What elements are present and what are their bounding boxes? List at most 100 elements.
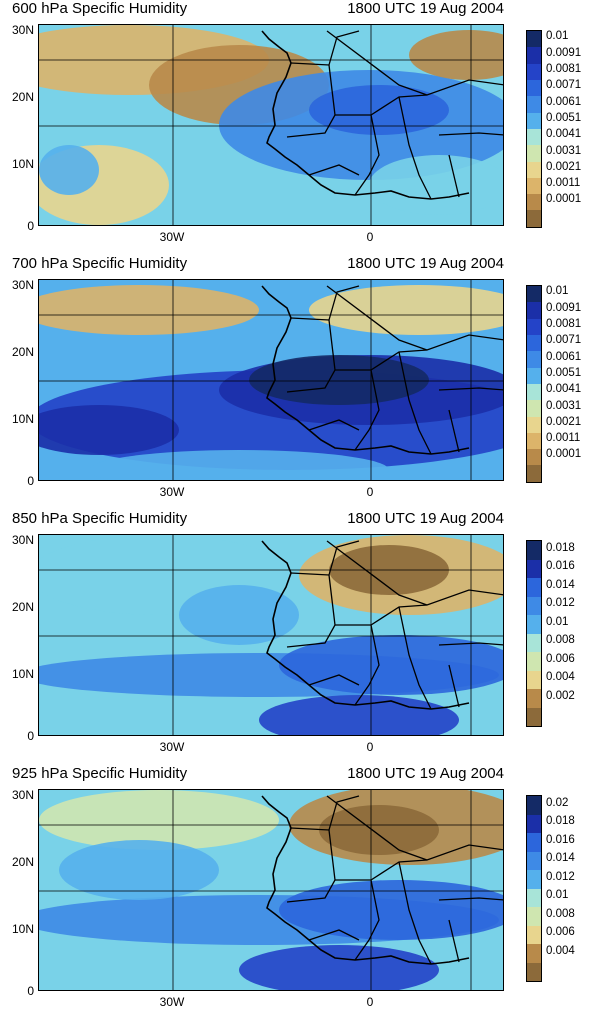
colorbar-swatch — [527, 833, 541, 852]
humidity-region — [249, 355, 429, 405]
country-border — [286, 319, 336, 393]
map-plot — [38, 24, 504, 226]
humidity-region — [39, 145, 99, 195]
colorbar-label: 0.014 — [546, 852, 575, 865]
country-border — [290, 30, 360, 66]
colorbar-label: 0.0051 — [546, 111, 582, 124]
colorbar-label: 0.0071 — [546, 79, 582, 92]
colorbar-swatch — [527, 31, 541, 48]
humidity-region — [259, 695, 459, 735]
humidity-region — [39, 285, 259, 335]
y-tick-label: 30N — [11, 788, 34, 802]
y-tick-label: 10N — [11, 412, 34, 426]
colorbar-swatch — [527, 541, 541, 560]
country-border — [308, 419, 360, 431]
colorbar-label: 0.0011 — [546, 432, 581, 445]
colorbar-swatch — [527, 814, 541, 834]
colorbar — [526, 285, 542, 483]
y-tick-label: 20N — [11, 600, 34, 614]
colorbar-swatch — [527, 63, 541, 80]
country-border — [438, 387, 503, 391]
country-border — [286, 574, 336, 648]
colorbar-label: 0.0081 — [546, 317, 582, 330]
colorbar-label: 0.0061 — [546, 95, 582, 108]
colorbar-swatch — [527, 416, 541, 433]
colorbar-swatch — [527, 796, 541, 815]
panel-title: 850 hPa Specific Humidity — [12, 510, 188, 527]
colorbar-swatch — [527, 925, 541, 945]
colorbar-swatch — [527, 96, 541, 113]
colorbar-swatch — [527, 79, 541, 97]
map-plot — [38, 789, 504, 991]
country-border — [438, 642, 503, 646]
colorbar-swatch — [527, 177, 541, 195]
map-panel: 700 hPa Specific Humidity 1800 UTC 19 Aug… — [0, 255, 600, 510]
country-border — [290, 285, 360, 321]
country-border — [308, 164, 360, 176]
panel-title: 600 hPa Specific Humidity — [12, 0, 188, 17]
colorbar-swatch — [527, 907, 541, 926]
colorbar-label: 0.012 — [546, 870, 575, 883]
x-tick-label: 0 — [366, 740, 374, 754]
colorbar-label: 0.006 — [546, 926, 575, 939]
colorbar-label: 0.008 — [546, 634, 575, 647]
colorbar-swatch — [527, 112, 541, 129]
colorbar-swatch — [527, 596, 541, 616]
x-tick-label: 30W — [159, 740, 185, 754]
colorbar-label: 0.016 — [546, 833, 575, 846]
panel-time: 1800 UTC 19 Aug 2004 — [347, 255, 504, 272]
colorbar-swatch — [527, 302, 541, 319]
colorbar — [526, 30, 542, 228]
panel-title: 925 hPa Specific Humidity — [12, 765, 188, 782]
country-border — [290, 795, 360, 831]
y-tick-label: 30N — [11, 278, 34, 292]
colorbar-swatch — [527, 318, 541, 335]
panel-time: 1800 UTC 19 Aug 2004 — [347, 0, 504, 17]
y-tick-label: 20N — [11, 90, 34, 104]
country-border — [326, 30, 428, 96]
y-tick-label: 0 — [27, 984, 34, 998]
colorbar-swatch — [527, 465, 541, 482]
colorbar-swatch — [527, 210, 541, 227]
country-border — [398, 606, 432, 710]
colorbar-label: 0.006 — [546, 652, 575, 665]
colorbar-label: 0.002 — [546, 689, 575, 702]
country-border — [438, 897, 503, 901]
x-tick-label: 30W — [159, 485, 185, 499]
colorbar-swatch — [527, 128, 541, 146]
country-border — [398, 861, 432, 965]
colorbar-swatch — [527, 851, 541, 871]
humidity-region — [39, 790, 279, 850]
country-border — [354, 369, 380, 451]
colorbar-swatch — [527, 432, 541, 450]
colorbar-swatch — [527, 652, 541, 671]
colorbar-label: 0.0001 — [546, 448, 582, 461]
y-tick-label: 0 — [27, 729, 34, 743]
country-border — [398, 96, 432, 200]
y-tick-label: 10N — [11, 667, 34, 681]
colorbar-label: 0.018 — [546, 815, 575, 828]
colorbar-label: 0.016 — [546, 560, 575, 573]
colorbar-swatch — [527, 559, 541, 579]
coastline — [261, 795, 470, 965]
country-border — [335, 844, 503, 881]
country-border — [354, 114, 380, 196]
humidity-region — [179, 585, 299, 645]
colorbar-swatch — [527, 962, 541, 982]
country-border — [448, 919, 460, 963]
country-border — [326, 540, 428, 606]
y-tick-label: 30N — [11, 533, 34, 547]
country-border — [290, 540, 360, 576]
colorbar-swatch — [527, 578, 541, 597]
humidity-contour-map — [39, 280, 503, 480]
map-panel: 925 hPa Specific Humidity 1800 UTC 19 Aug… — [0, 765, 600, 1020]
colorbar-label: 0.0001 — [546, 193, 582, 206]
colorbar-label: 0.0071 — [546, 334, 582, 347]
humidity-contour-map — [39, 790, 503, 990]
country-border — [398, 351, 432, 455]
colorbar-label: 0.0061 — [546, 350, 582, 363]
x-tick-label: 0 — [366, 230, 374, 244]
country-border — [308, 674, 360, 686]
y-tick-label: 0 — [27, 219, 34, 233]
colorbar-label: 0.0031 — [546, 399, 582, 412]
